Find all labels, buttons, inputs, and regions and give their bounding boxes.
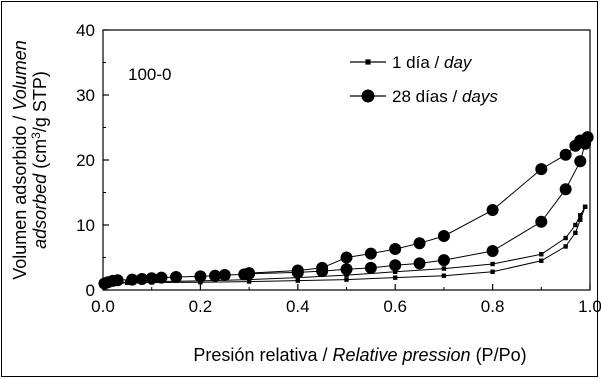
- sample-annotation: 100-0: [128, 65, 171, 84]
- legend-label-italic: days: [462, 87, 498, 106]
- legend-label-plain: 28 días /: [392, 87, 462, 106]
- series-2-desorption-point: [340, 251, 353, 264]
- series-1-adsorption-point: [578, 217, 583, 222]
- x-tick-label: 0.0: [91, 297, 115, 316]
- x-tick-label: 1.0: [578, 297, 601, 316]
- series-1-adsorption-point: [344, 277, 349, 282]
- y-axis-label-line2: adsorbed (cm3/g STP): [29, 71, 50, 249]
- series-2-desorption-point: [535, 163, 548, 176]
- series-2-adsorption-point: [218, 269, 231, 282]
- legend-item-2: 28 días / days: [350, 87, 498, 106]
- series-2-adsorption-point: [155, 271, 168, 284]
- y-axis-label-line2-plain-a: (cm: [30, 139, 50, 174]
- y-tick-label: 20: [76, 151, 95, 170]
- series-2: [98, 131, 594, 290]
- series-2-desorption-point: [486, 204, 499, 217]
- series-2-adsorption-point: [126, 273, 139, 286]
- y-tick-label: 10: [76, 216, 95, 235]
- y-tick-label: 40: [76, 21, 95, 40]
- y-axis-label-line2-plain-b: /g STP): [30, 71, 50, 132]
- series-2-adsorption-point: [413, 257, 426, 270]
- series-1-adsorption-point: [490, 269, 495, 274]
- series-1-adsorption-point: [573, 230, 578, 235]
- series-2-adsorption-point: [574, 155, 587, 168]
- legend-label: 28 días / days: [392, 87, 498, 106]
- series-1-desorption-point: [490, 261, 495, 267]
- series-2-desorption-point: [243, 267, 256, 280]
- series-2-adsorption-point: [535, 215, 548, 228]
- legend-label-italic: day: [444, 53, 473, 72]
- legend-label: 1 día / day: [392, 53, 473, 72]
- series-layer: [98, 131, 594, 290]
- y-axis-label-sup: 3: [29, 132, 43, 139]
- series-2-adsorption-point: [364, 261, 377, 274]
- series-1-desorption-point: [393, 269, 398, 274]
- legend: 1 día / day 28 días / days: [350, 53, 498, 106]
- y-axis-label-line2-italic: adsorbed: [30, 173, 50, 249]
- series-1-desorption-point: [573, 222, 578, 228]
- series-2-adsorption-point: [145, 272, 158, 285]
- legend-marker: [361, 89, 375, 103]
- y-tick-label: 30: [76, 86, 95, 105]
- series-2-desorption-line: [249, 136, 588, 274]
- plot-area-border: [102, 29, 591, 291]
- series-1-desorption-point: [582, 204, 588, 209]
- x-axis-label-suffix: (P/Po): [471, 345, 527, 365]
- series-2-adsorption-point: [135, 272, 148, 285]
- y-axis-label-line1-italic: Volumen: [10, 40, 30, 110]
- y-axis-label-line1-plain: Volumen adsorbido /: [10, 111, 30, 280]
- x-tick-label: 0.4: [286, 297, 310, 316]
- series-1-desorption-point: [539, 252, 544, 257]
- series-2-adsorption-point: [170, 271, 183, 283]
- x-tick-label: 0.6: [383, 297, 407, 316]
- legend-item-1: 1 día / day: [350, 53, 473, 72]
- series-2-adsorption-point: [194, 270, 207, 283]
- series-2-desorption-point: [437, 230, 450, 243]
- series-1-adsorption-point: [393, 275, 398, 280]
- series-2-desorption-point: [364, 247, 377, 260]
- x-tick-label: 0.2: [189, 297, 213, 316]
- series-1-desorption-point: [563, 235, 568, 241]
- series-2-desorption-point: [389, 243, 402, 256]
- x-axis-label-plain: Presión relativa /: [193, 345, 332, 365]
- y-axis-label-line1: Volumen adsorbido / Volumen: [10, 40, 30, 280]
- series-2-desorption-point: [291, 264, 304, 277]
- series-2-adsorption-point: [209, 269, 222, 282]
- series-1-desorption-point: [441, 266, 447, 271]
- legend-marker: [365, 59, 371, 65]
- x-axis-label: Presión relativa / Relative pression (P/…: [193, 345, 526, 365]
- y-tick-label: 0: [86, 281, 95, 300]
- series-2-adsorption-point: [486, 245, 499, 257]
- series-2-desorption-point: [559, 148, 572, 161]
- x-tick-label: 0.8: [481, 297, 505, 316]
- series-2-desorption-point: [413, 237, 426, 250]
- series-1-adsorption-point: [441, 273, 447, 278]
- x-axis-label-italic: Relative pression: [332, 345, 470, 365]
- series-2-desorption-point: [569, 139, 582, 152]
- series-1-adsorption-point: [295, 278, 300, 283]
- series-2-desorption-point: [316, 261, 329, 274]
- series-1-adsorption-point: [563, 244, 568, 249]
- legend-label-plain: 1 día /: [392, 53, 444, 72]
- series-2-adsorption-point: [340, 263, 353, 276]
- series-2-adsorption-point: [437, 254, 450, 267]
- axes: 0.0 0.2 0.4 0.6 0.8 1.0 0 10 20 30 40: [76, 21, 601, 316]
- series-2-adsorption-point: [389, 259, 402, 272]
- series-2-adsorption-point: [559, 183, 572, 196]
- series-1-adsorption-point: [539, 258, 544, 263]
- series-1-desorption-point: [578, 213, 583, 218]
- series-2-adsorption-point: [111, 274, 124, 287]
